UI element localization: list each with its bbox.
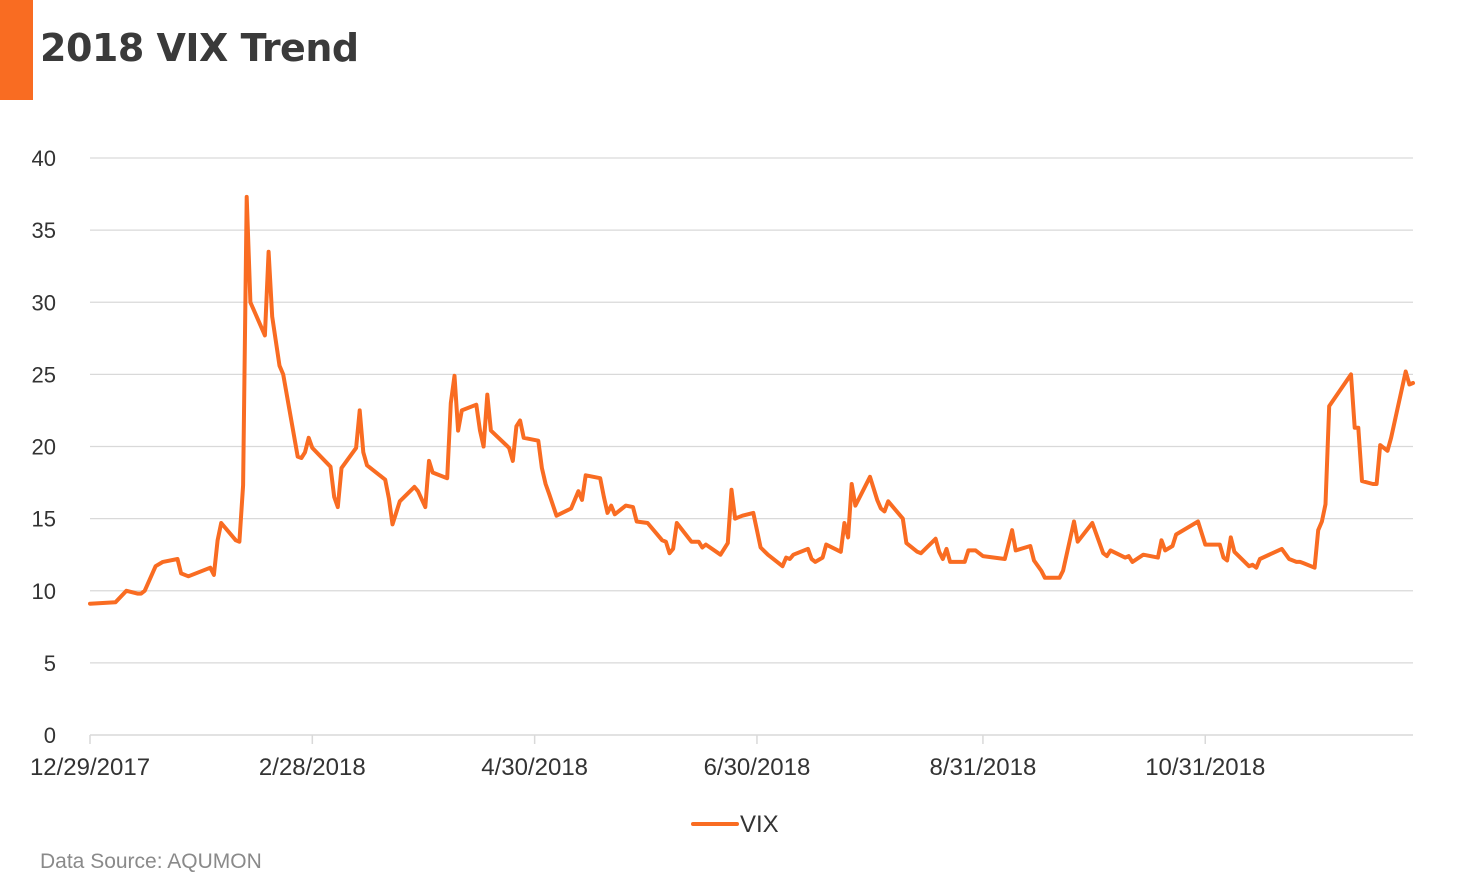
chart-title: 2018 VIX Trend [40,26,359,70]
y-tick-label: 5 [44,651,56,676]
gridlines [90,157,1413,664]
title-accent-bar [0,0,33,100]
y-tick-label: 30 [32,290,56,315]
x-tick-label: 8/31/2018 [930,754,1037,781]
x-tick-label: 2/28/2018 [259,754,366,781]
y-tick-label: 0 [44,723,56,748]
legend: VIX [691,811,779,838]
y-tick-label: 20 [32,435,56,460]
series-lines [88,194,1415,606]
series-line-vix [88,194,1415,606]
y-tick-label: 35 [32,218,56,243]
y-tick-label: 15 [32,507,56,532]
x-tick-label: 12/29/2017 [30,754,150,781]
y-tick-label: 25 [32,362,56,387]
y-tick-label: 40 [32,146,56,171]
x-axis: 12/29/2017 2/28/2018 4/30/2018 6/30/2018 8/3… [30,734,1413,781]
y-tick-label: 10 [32,579,56,604]
y-axis-ticks: 0 5 10 15 20 25 30 35 40 [32,146,56,748]
data-source-note: Data Source: AQUMON [40,850,262,873]
x-tick-label: 6/30/2018 [704,754,811,781]
x-tick-label: 4/30/2018 [481,754,588,781]
legend-label: VIX [740,811,779,838]
x-tick-label: 10/31/2018 [1145,754,1265,781]
